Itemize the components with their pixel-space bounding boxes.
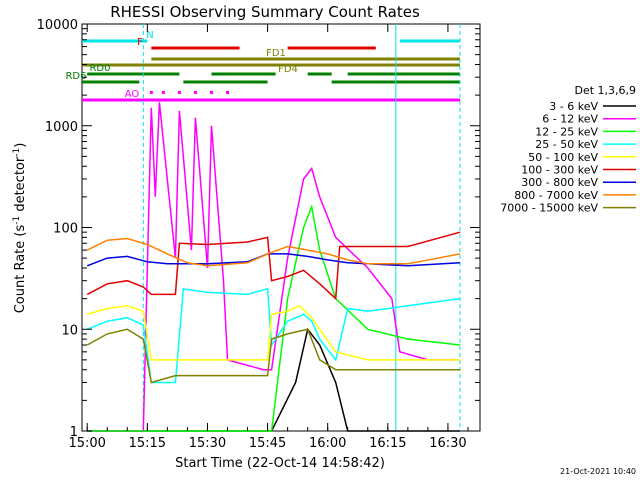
y-tick-label: 10000	[37, 18, 78, 33]
y-axis-label-sup2: -1	[12, 148, 22, 157]
legend-entry-label: 3 - 6 keV	[549, 100, 598, 113]
series-line	[86, 287, 461, 384]
series-lines	[86, 102, 461, 432]
ao-dot	[161, 91, 165, 94]
flag-label: FD4	[278, 64, 298, 75]
x-tick-label: 15:45	[249, 436, 286, 451]
chart-title: RHESSI Observing Summary Count Rates	[110, 3, 420, 21]
ao-dot	[193, 91, 197, 94]
legend-title: Det 1,3,6,9	[574, 84, 636, 97]
legend-entry-label: 25 - 50 keV	[535, 138, 598, 151]
x-tick-label: 15:30	[189, 436, 226, 451]
x-tick-label: 15:00	[68, 436, 105, 451]
ao-dot	[209, 91, 213, 94]
y-tick-label: 100	[53, 222, 78, 237]
legend-entry-label: 800 - 7000 keV	[514, 189, 598, 202]
legend-entry-label: 12 - 25 keV	[535, 125, 598, 138]
series-line	[86, 304, 460, 361]
flag-label: F	[137, 37, 143, 48]
series-line	[86, 237, 461, 267]
y-axis-label: Count Rate (s-1 detector-1)	[12, 143, 28, 314]
x-axis-label: Start Time (22-Oct-14 14:58:42)	[175, 456, 385, 471]
flag-label: FD1	[266, 48, 286, 59]
y-tick-label: 1	[70, 425, 78, 440]
legend-entry-label: 300 - 800 keV	[521, 176, 598, 189]
y-axis-label-end: )	[13, 143, 28, 148]
legend-entry-label: 100 - 300 keV	[521, 164, 598, 177]
x-tick-label: 15:15	[129, 436, 166, 451]
ao-dot	[177, 91, 181, 94]
legend-entry-label: 6 - 12 keV	[542, 113, 598, 126]
series-line	[86, 231, 461, 301]
x-tick-label: 16:15	[369, 436, 406, 451]
ao-dot	[225, 91, 229, 94]
y-tick-label: 10	[61, 323, 78, 338]
y-axis-label-main: Count Rate (s	[13, 225, 28, 314]
legend-entry-label: 7000 - 15000 keV	[500, 202, 598, 215]
flag-label: N	[146, 30, 153, 41]
y-axis-label-sup1: -1	[12, 216, 22, 225]
ao-dot	[149, 91, 153, 94]
flag-label: RD0	[89, 63, 110, 74]
flag-label: AO	[125, 89, 140, 100]
x-tick-label: 16:30	[429, 436, 466, 451]
x-tick-label: 16:00	[309, 436, 346, 451]
y-axis-label-mid: detector	[13, 156, 28, 216]
axes: 15:00 15:15 15:30 15:45 16:00 16:15 16:30 1 10 10…	[37, 18, 480, 451]
legend-entry-label: 50 - 100 keV	[528, 151, 598, 164]
flag-label: RD6	[65, 71, 86, 82]
footer-timestamp: 21-Oct-2021 10:40	[560, 467, 636, 476]
series-line	[86, 328, 460, 384]
y-tick-label: 1000	[45, 120, 78, 135]
